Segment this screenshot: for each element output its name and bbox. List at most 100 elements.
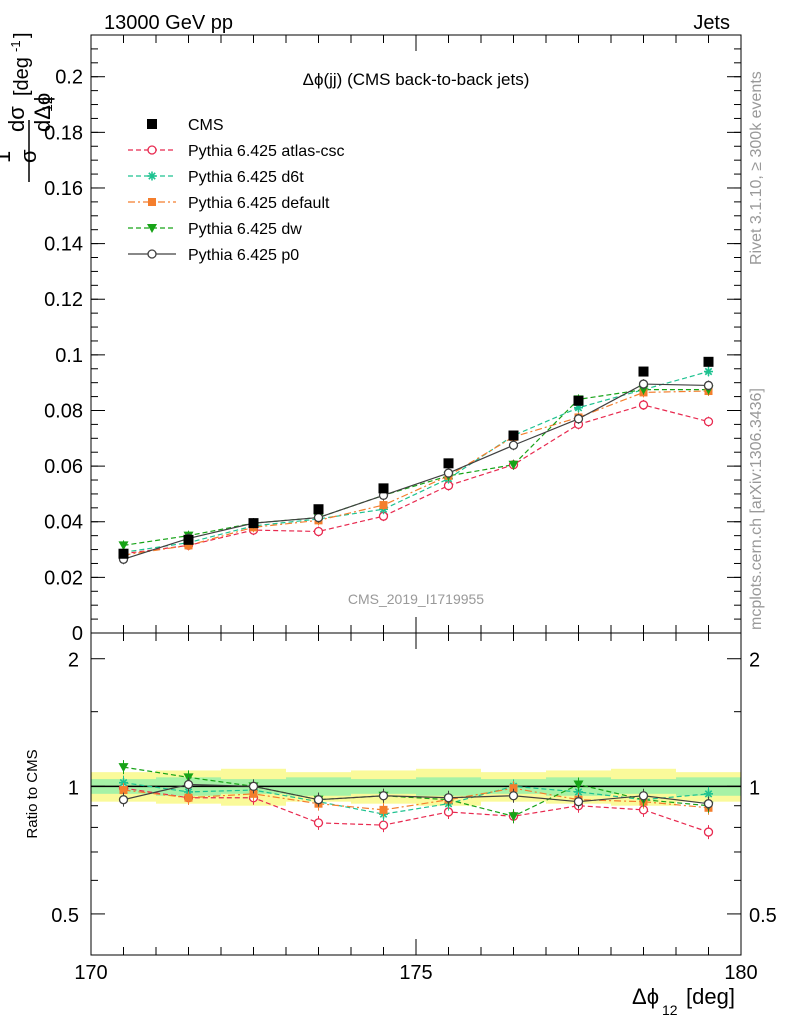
cms-data-point bbox=[313, 504, 324, 515]
svg-text:1: 1 bbox=[0, 151, 15, 163]
main-ytick-label: 0.18 bbox=[44, 122, 83, 144]
main-ytick-label: 0.14 bbox=[44, 234, 83, 256]
ratio-point bbox=[118, 763, 129, 773]
data-point bbox=[704, 367, 713, 377]
main-ytick-label: 0.06 bbox=[44, 456, 83, 478]
ratio-series-line bbox=[123, 782, 709, 815]
ratio-point bbox=[248, 781, 259, 791]
cms-data-point bbox=[118, 548, 129, 559]
data-point bbox=[703, 380, 714, 391]
ratio-ytick-label-right: 1 bbox=[749, 777, 760, 799]
legend-label: Pythia 6.425 atlas-csc bbox=[188, 143, 345, 160]
legend-marker bbox=[147, 224, 157, 233]
svg-text:dσ: dσ bbox=[4, 106, 29, 132]
data-point bbox=[443, 468, 454, 478]
svg-text:12: 12 bbox=[662, 1002, 678, 1018]
ratio-point bbox=[119, 778, 128, 788]
ratio-point bbox=[184, 793, 193, 802]
cms-data-point bbox=[443, 458, 454, 469]
ratio-point bbox=[378, 791, 389, 801]
ratio-series-line bbox=[123, 787, 709, 811]
series-line bbox=[123, 404, 709, 555]
series-line bbox=[123, 390, 709, 556]
main-ytick-label: 0.02 bbox=[44, 567, 83, 589]
data-point bbox=[638, 400, 649, 410]
ratio-y-label: Ratio to CMS bbox=[24, 749, 41, 838]
ratio-point bbox=[378, 820, 389, 830]
data-point bbox=[508, 440, 519, 450]
watermark: CMS_2019_I1719955 bbox=[348, 591, 484, 607]
cms-data-point bbox=[703, 356, 714, 367]
svg-text:-1: -1 bbox=[8, 40, 23, 52]
legend-label: Pythia 6.425 dw bbox=[188, 221, 302, 238]
ratio-ytick-label-right: 0.5 bbox=[749, 905, 777, 927]
main-panel: 00.020.040.060.080.10.120.140.160.180.2 … bbox=[0, 32, 742, 645]
cms-data-point bbox=[248, 518, 259, 529]
ratio-ytick-label: 2 bbox=[68, 650, 79, 672]
ratio-point bbox=[508, 812, 519, 822]
ratio-point bbox=[703, 799, 714, 809]
cms-data-point bbox=[183, 534, 194, 545]
ratio-point bbox=[443, 793, 454, 803]
ratio-xtick-label: 175 bbox=[399, 962, 432, 984]
svg-text:[deg: [deg bbox=[11, 57, 33, 96]
cms-data-point bbox=[638, 366, 649, 377]
main-ytick-label: 0.04 bbox=[44, 512, 83, 534]
data-point bbox=[118, 541, 129, 551]
svg-text:Δϕ: Δϕ bbox=[632, 984, 659, 1009]
ratio-point bbox=[573, 797, 584, 807]
data-point bbox=[313, 526, 324, 537]
ratio-series-line bbox=[123, 783, 709, 805]
legend-marker bbox=[147, 171, 157, 181]
mcplots-label: mcplots.cern.ch [arXiv:1306.3436] bbox=[748, 388, 765, 630]
ratio-point bbox=[704, 789, 713, 799]
legend-label: CMS bbox=[188, 117, 224, 134]
cms-data-point bbox=[508, 430, 519, 441]
legend-label: Pythia 6.425 d6t bbox=[188, 169, 304, 186]
series-line bbox=[123, 370, 709, 553]
ratio-ytick-label: 1 bbox=[68, 777, 79, 799]
ratio-series-line bbox=[123, 787, 709, 833]
ratio-point bbox=[313, 795, 324, 805]
ratio-series-line bbox=[123, 766, 709, 817]
plot-title: Δϕ(jj) (CMS back-to-back jets) bbox=[303, 70, 530, 89]
data-point bbox=[508, 460, 519, 470]
ratio-ytick-label-right: 2 bbox=[749, 650, 760, 672]
ratio-ytick-label: 0.5 bbox=[51, 905, 79, 927]
ratio-xtick-label: 170 bbox=[74, 962, 107, 984]
ratio-point bbox=[509, 784, 518, 793]
legend: CMS Pythia 6.425 atlas-csc Pythia 6.425 d6… bbox=[128, 117, 345, 264]
y-axis-label: 1 σ dσ dΔϕ 12 [deg -1 ] bbox=[0, 32, 55, 182]
data-point bbox=[313, 512, 324, 523]
ratio-point bbox=[638, 791, 649, 801]
legend-marker bbox=[147, 145, 157, 155]
ratio-point bbox=[119, 786, 128, 795]
ratio-point bbox=[573, 780, 584, 790]
main-ytick-label: 0.2 bbox=[55, 67, 83, 89]
main-ytick-label: 0 bbox=[72, 623, 83, 645]
svg-text:12: 12 bbox=[39, 96, 55, 112]
ratio-point bbox=[249, 789, 258, 798]
main-ytick-label: 0.12 bbox=[44, 289, 83, 311]
ratio-point bbox=[313, 818, 324, 828]
header-process: Jets bbox=[693, 12, 730, 34]
svg-text:dΔϕ: dΔϕ bbox=[30, 93, 55, 132]
main-ytick-label: 0.16 bbox=[44, 178, 83, 200]
data-point bbox=[638, 379, 649, 389]
ratio-panel: 0.5 0.5 1 1 2 2 170 175 180 Ratio to CMS bbox=[24, 632, 777, 984]
header-collision: 13000 GeV pp bbox=[104, 12, 233, 34]
main-ytick-label: 0.08 bbox=[44, 400, 83, 422]
data-point bbox=[573, 414, 584, 424]
legend-label: Pythia 6.425 default bbox=[188, 195, 330, 212]
ratio-point bbox=[508, 791, 519, 801]
ratio-xtick-label: 180 bbox=[724, 962, 757, 984]
series-line bbox=[123, 383, 709, 560]
ratio-point bbox=[183, 779, 194, 790]
ratio-point bbox=[379, 805, 388, 814]
main-ytick-label: 0.1 bbox=[55, 345, 83, 367]
ratio-point bbox=[118, 795, 129, 805]
cms-data-point bbox=[378, 483, 389, 494]
legend-marker bbox=[147, 249, 157, 259]
cms-data-point bbox=[573, 395, 584, 406]
